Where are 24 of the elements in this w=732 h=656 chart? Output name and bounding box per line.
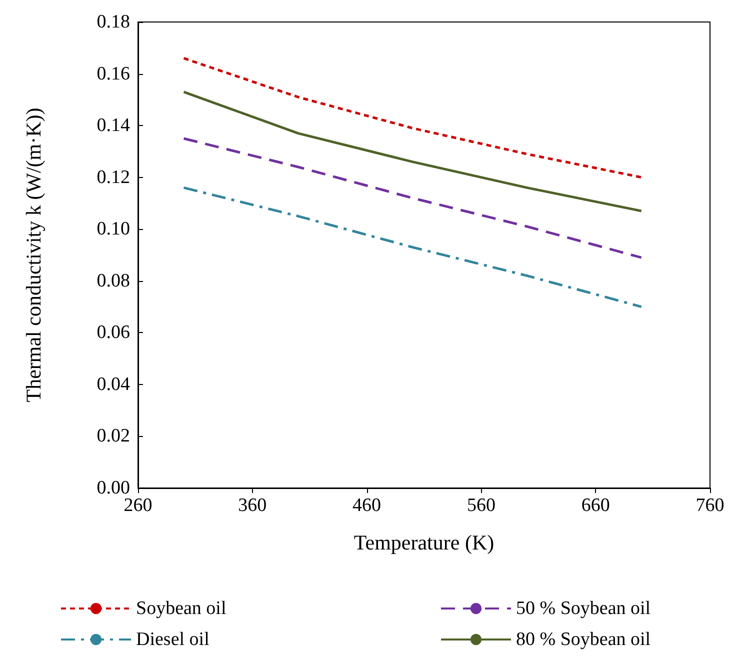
y-tick-label: 0.08	[96, 270, 130, 292]
y-tick-label: 0.10	[96, 218, 130, 240]
line-series	[182, 56, 643, 179]
x-tick-label: 360	[238, 495, 267, 516]
y-tick-label: 0.14	[96, 115, 130, 136]
legend-label: 80 % Soybean oil	[516, 629, 651, 650]
line-series	[182, 90, 643, 212]
x-axis-title: Temperature (K)	[354, 530, 494, 554]
y-tick-label: 0.18	[96, 12, 130, 32]
legend-label: 50 % Soybean oil	[516, 598, 651, 619]
line-series	[182, 137, 643, 259]
legend-label: Soybean oil	[136, 598, 226, 619]
line-series	[182, 186, 643, 308]
y-tick-label: 0.04	[96, 374, 130, 395]
x-tick-label: 760	[696, 495, 724, 516]
y-tick-label: 0.02	[96, 426, 130, 447]
y-tick-label: 0.16	[96, 63, 130, 84]
y-tick-label: 0.06	[96, 322, 130, 344]
x-tick-label: 560	[466, 495, 496, 516]
x-tick-label: 460	[352, 495, 382, 516]
legend-label: Diesel oil	[136, 629, 210, 650]
y-tick-label: 0.12	[96, 166, 130, 188]
x-tick-label: 660	[581, 495, 610, 516]
y-axis-title: Thermal conductivity k (W/(m·K))	[22, 108, 46, 402]
